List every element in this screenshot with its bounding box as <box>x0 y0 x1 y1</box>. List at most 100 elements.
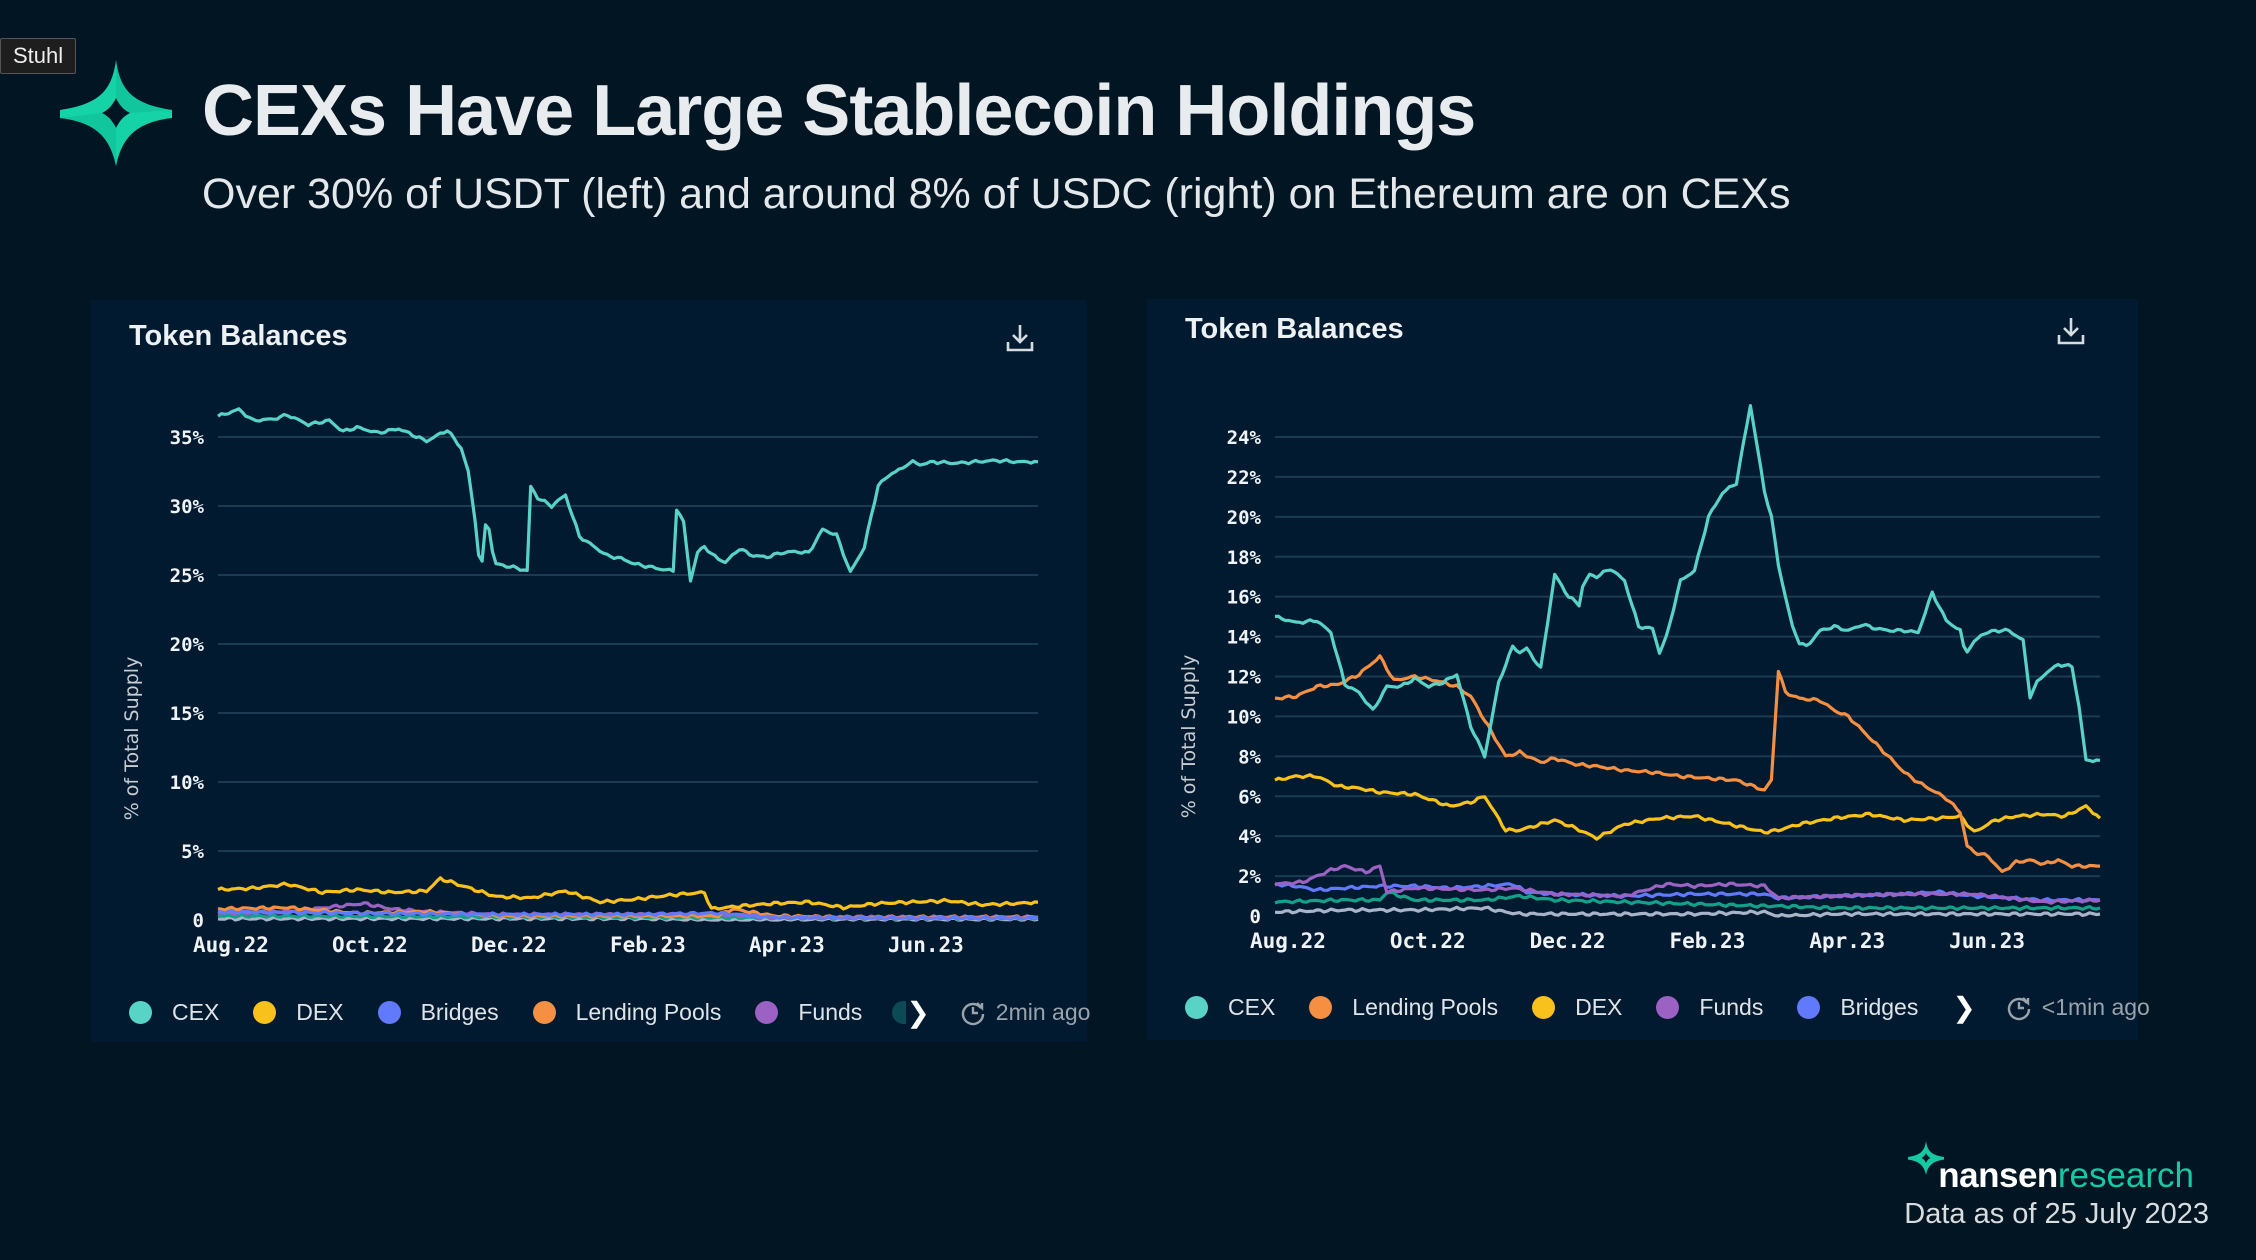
x-tick-label: Jun.23 <box>888 933 964 957</box>
legend-label: Bridges <box>420 999 499 1025</box>
x-tick-label: Oct.22 <box>332 933 408 957</box>
legend-item-cex[interactable]: CEX <box>1185 994 1275 1021</box>
legend-label: Lending Pools <box>575 999 722 1025</box>
brand-research: research <box>2057 1156 2194 1195</box>
legend-label: DEX <box>1575 994 1623 1020</box>
legend-label: Lending Pools <box>1352 994 1499 1020</box>
series-line-cex[interactable] <box>217 407 1039 583</box>
x-tick-label: Aug.22 <box>1250 929 1326 953</box>
chart-legend: CEX DEX Bridges Lending Pools Funds ❯ 2m… <box>129 996 1090 1029</box>
y-tick-label: 5% <box>181 841 204 863</box>
legend-label: Bridges <box>1840 994 1919 1020</box>
x-tick-label: Feb.23 <box>1669 929 1745 953</box>
x-tick-label: Apr.23 <box>1809 929 1885 953</box>
series-line-other2[interactable] <box>1274 905 2101 918</box>
data-as-of: Data as of 25 July 2023 <box>1904 1198 2209 1230</box>
legend-item-lending-pools[interactable]: Lending Pools <box>532 999 722 1026</box>
nansen-logo-icon <box>1908 1140 1945 1176</box>
panel-title: Token Balances <box>1185 313 1404 345</box>
nansen-logo-icon <box>60 60 172 166</box>
line-chart-usdt: 0 5% 10% 15% 20% 25% 30% 35% Aug.22 Oct.22 Dec.22 F… <box>121 407 1039 957</box>
series-line-cex[interactable] <box>1274 403 2101 764</box>
y-tick-label: 0 <box>1250 906 1261 928</box>
y-tick-label: 8% <box>1238 746 1261 768</box>
chevron-right-icon[interactable]: ❯ <box>906 997 930 1028</box>
refresh-clock-icon <box>2007 996 2030 1020</box>
y-tick-label: 14% <box>1227 627 1262 649</box>
x-tick-label: Feb.23 <box>610 933 686 957</box>
y-tick-label: 25% <box>170 565 205 587</box>
y-tick-label: 15% <box>170 703 205 725</box>
x-tick-label: Aug.22 <box>193 933 269 957</box>
brand-nansen: nansen <box>1938 1156 2058 1195</box>
legend-dot-hidden <box>892 1001 907 1024</box>
series-line-other[interactable] <box>1274 890 2101 912</box>
y-axis-title: % of Total Supply <box>121 657 143 821</box>
y-tick-label: 2% <box>1238 866 1261 888</box>
legend-dot <box>532 1001 556 1024</box>
y-tick-label: 20% <box>1227 507 1262 529</box>
x-tick-label: Oct.22 <box>1390 929 1466 953</box>
x-tick-label: Dec.22 <box>1530 929 1606 953</box>
series-line-lending-pools[interactable] <box>1274 654 2101 874</box>
legend-label: Funds <box>798 999 863 1025</box>
refresh-time: 2min ago <box>995 999 1091 1025</box>
line-chart-usdc: 0 2% 4% 6% 8% 10% 12% 14% 16% 18% 20% 22% 24% Aug.22 O… <box>1178 403 2102 953</box>
x-tick-label: Dec.22 <box>471 933 547 957</box>
y-tick-label: 20% <box>170 634 205 656</box>
chart-panel-usdt: Token Balances 0 5% 10% 15% 20% 25% 30% 35% Aug.… <box>91 300 1090 1042</box>
y-tick-label: 0 <box>193 910 204 932</box>
legend-dot <box>1309 996 1333 1019</box>
chart-panel-usdc: Token Balances 0 2% 4% 6% 8% 10% 12% 14% 16% 18% 2… <box>1147 299 2150 1040</box>
legend-dot <box>1656 996 1680 1019</box>
legend-label: DEX <box>296 999 344 1025</box>
download-icon[interactable] <box>2056 315 2086 347</box>
legend-item-dex[interactable]: DEX <box>1532 994 1622 1021</box>
legend-item-funds[interactable]: Funds <box>1656 994 1763 1021</box>
legend-dot <box>1797 996 1821 1019</box>
legend-dot <box>755 1001 779 1024</box>
footer-brand: nansen research <box>1908 1138 2194 1196</box>
legend-label: CEX <box>172 999 220 1025</box>
refresh-clock-icon <box>961 1001 984 1025</box>
legend-item-funds[interactable]: Funds <box>755 999 862 1026</box>
series-line-bridges[interactable] <box>1274 881 2101 903</box>
y-tick-label: 6% <box>1238 786 1261 808</box>
y-tick-label: 35% <box>170 427 205 449</box>
legend-item-bridges[interactable]: Bridges <box>377 999 499 1026</box>
legend-dot <box>1185 996 1208 1019</box>
x-tick-label: Jun.23 <box>1949 929 2025 953</box>
chevron-right-icon[interactable]: ❯ <box>1952 992 1976 1023</box>
y-tick-label: 10% <box>1227 706 1262 728</box>
download-icon[interactable] <box>1005 322 1035 354</box>
chart-legend: CEX Lending Pools DEX Funds Bridges ❯ <1… <box>1185 991 2150 1024</box>
legend-label: CEX <box>1228 994 1276 1020</box>
x-tick-label: Apr.23 <box>749 933 825 957</box>
page-title: CEXs Have Large Stablecoin Holdings <box>202 71 1476 151</box>
series-line-bridges[interactable] <box>217 908 1039 922</box>
y-tick-label: 4% <box>1238 826 1261 848</box>
y-tick-label: 30% <box>170 496 205 518</box>
panel-title: Token Balances <box>129 320 348 352</box>
refresh-status[interactable]: <1min ago <box>2006 994 2150 1021</box>
y-tick-label: 10% <box>170 772 205 794</box>
y-tick-label: 16% <box>1227 587 1262 609</box>
y-tick-label: 22% <box>1227 467 1262 489</box>
legend-dot <box>377 1001 401 1024</box>
legend-item-lending-pools[interactable]: Lending Pools <box>1309 994 1498 1021</box>
legend-item-cex[interactable]: CEX <box>129 999 219 1026</box>
refresh-time: <1min ago <box>2041 994 2150 1020</box>
legend-item-bridges[interactable]: Bridges <box>1797 994 1918 1021</box>
refresh-status[interactable]: 2min ago <box>960 999 1091 1026</box>
legend-item-dex[interactable]: DEX <box>253 999 344 1026</box>
y-tick-label: 24% <box>1227 427 1262 449</box>
series-line-dex[interactable] <box>1274 773 2102 841</box>
legend-label: Funds <box>1699 994 1764 1020</box>
series-line-funds[interactable] <box>1274 863 2101 905</box>
series-line-dex[interactable] <box>217 876 1039 911</box>
legend-dot <box>129 1001 152 1024</box>
tooltip-tag: Stuhl <box>0 38 77 74</box>
page-subtitle: Over 30% of USDT (left) and around 8% of… <box>202 170 1791 218</box>
y-axis-title: % of Total Supply <box>1178 655 1200 819</box>
y-tick-label: 12% <box>1227 667 1262 689</box>
